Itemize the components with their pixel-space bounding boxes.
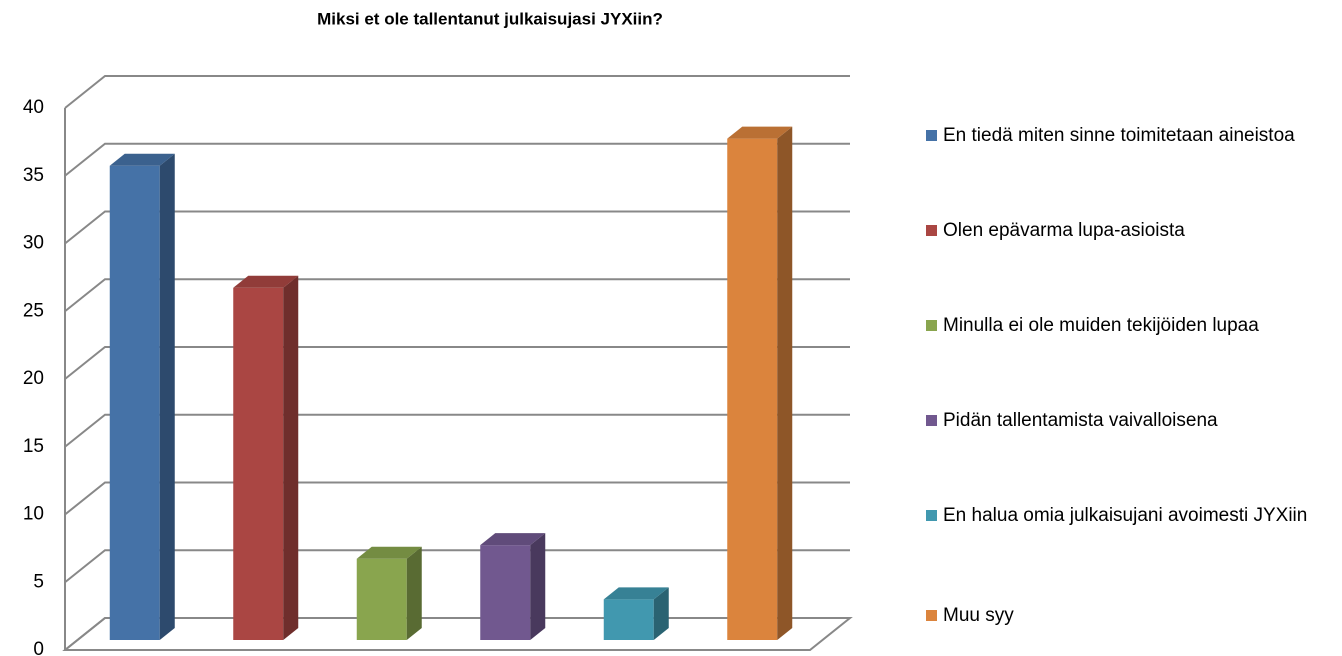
- bar-face: [653, 587, 669, 640]
- bar-face: [406, 546, 422, 640]
- bar-face: [480, 533, 546, 546]
- legend-label: En tiedä miten sinne toimitetaan aineist…: [943, 125, 1295, 146]
- grid-line: [64, 346, 850, 380]
- bar-face: [530, 533, 546, 640]
- bar-face: [727, 138, 778, 640]
- grid-line: [64, 617, 850, 651]
- y-tick-label: 15: [23, 436, 44, 457]
- bar-face: [283, 275, 299, 640]
- legend-swatch: [926, 510, 937, 521]
- bar-face: [727, 126, 793, 139]
- bar-face: [777, 126, 793, 640]
- bar-face: [356, 546, 422, 559]
- legend-label: Minulla ei ole muiden tekijöiden lupaa: [943, 315, 1259, 336]
- bar-face: [109, 165, 160, 640]
- bar-face: [159, 153, 175, 640]
- grid-line: [64, 549, 850, 584]
- grid-line: [64, 210, 850, 245]
- bar-face: [603, 587, 669, 600]
- legend-label: En halua omia julkaisujani avoimesti JYX…: [943, 505, 1308, 526]
- y-tick-label: 0: [33, 639, 44, 656]
- y-tick-label: 35: [23, 165, 44, 186]
- grid-line: [64, 75, 850, 109]
- bar-face: [480, 545, 531, 640]
- bar-face: [233, 275, 299, 288]
- legend-swatch: [926, 415, 937, 426]
- legend-entry: Muu syy: [926, 601, 1336, 630]
- grid-line: [64, 142, 850, 177]
- bar: [480, 533, 546, 640]
- grid-line: [64, 481, 850, 516]
- chart-title: Miksi et ole tallentanut julkaisujasi JY…: [317, 9, 663, 28]
- legend-swatch: [926, 130, 937, 141]
- legend-label: Olen epävarma lupa-asioista: [943, 220, 1185, 241]
- legend-entry: Olen epävarma lupa-asioista: [926, 216, 1336, 245]
- legend-entry: Pidän tallentamista vaivalloisena: [926, 406, 1336, 435]
- grid-line: [64, 413, 850, 448]
- legend-label: Pidän tallentamista vaivalloisena: [943, 410, 1218, 431]
- legend-label: Muu syy: [943, 605, 1014, 626]
- y-tick-label: 30: [23, 233, 44, 254]
- y-tick-label: 25: [23, 300, 44, 321]
- bar-face: [356, 558, 407, 640]
- y-tick-label: 10: [23, 504, 44, 525]
- bar: [603, 587, 669, 640]
- bar-face: [603, 599, 654, 640]
- bar: [233, 275, 299, 640]
- bar-face: [109, 153, 175, 166]
- legend-swatch: [926, 320, 937, 331]
- legend-entry: En halua omia julkaisujani avoimesti JYX…: [926, 501, 1336, 530]
- legend-entry: Minulla ei ole muiden tekijöiden lupaa: [926, 311, 1336, 340]
- legend-entry: En tiedä miten sinne toimitetaan aineist…: [926, 121, 1336, 150]
- bar-face: [233, 287, 284, 640]
- grid-line: [64, 278, 850, 313]
- y-tick-label: 20: [23, 368, 44, 389]
- bar: [356, 546, 422, 640]
- bar: [727, 126, 793, 640]
- legend-swatch: [926, 610, 937, 621]
- y-tick-label: 5: [33, 571, 44, 592]
- y-tick-label: 40: [23, 97, 44, 118]
- legend-swatch: [926, 225, 937, 236]
- bar: [109, 153, 175, 640]
